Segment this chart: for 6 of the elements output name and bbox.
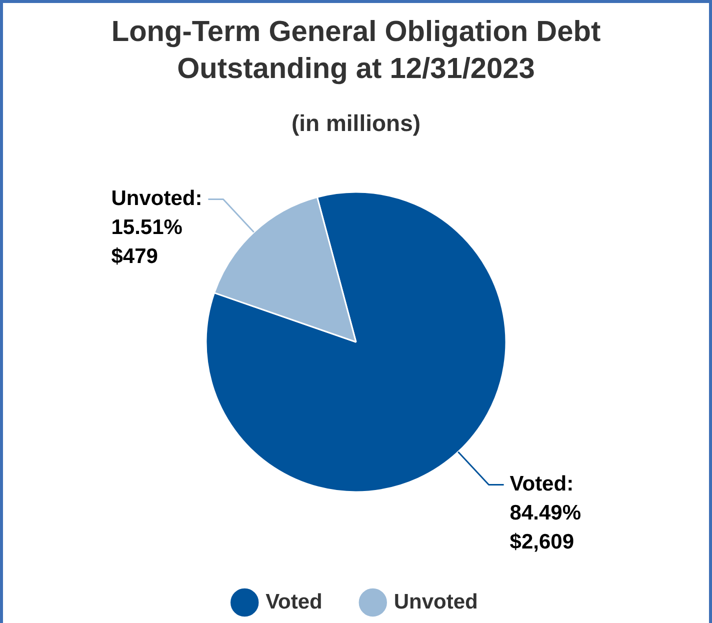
- data-label: Unvoted: 15.51% $479: [111, 187, 202, 268]
- chart-subtitle: (in millions): [290, 110, 422, 137]
- data-label: Voted: 84.49% $2,609: [510, 472, 582, 554]
- legend-label: Unvoted: [394, 590, 478, 614]
- chart-title: Long-Term General Obligation Debt Outstanding at 12/31/2023: [110, 15, 602, 87]
- legend-label: Voted: [266, 590, 322, 614]
